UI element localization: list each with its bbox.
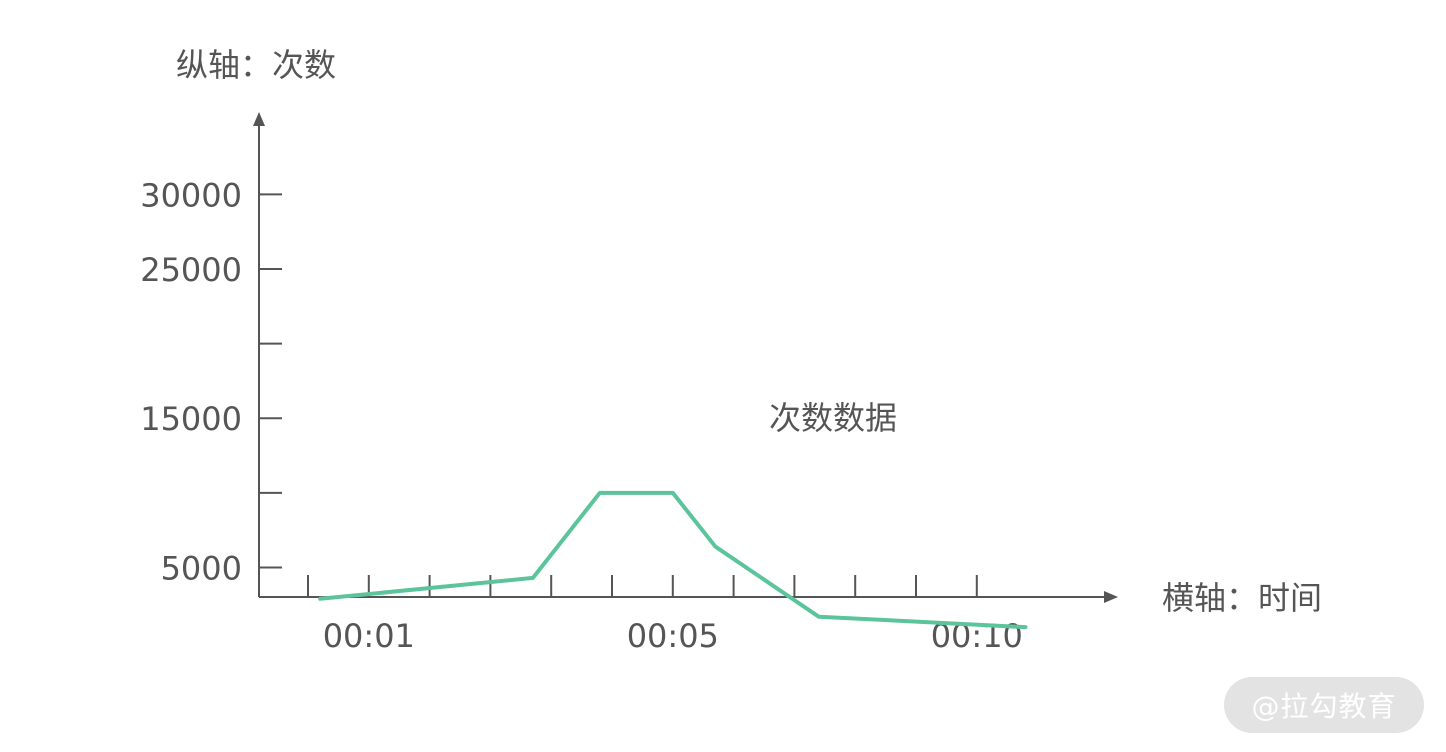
y-tick-label: 30000 bbox=[140, 176, 242, 214]
x-tick-label: 00:05 bbox=[627, 617, 719, 655]
y-tick-label: 5000 bbox=[161, 549, 242, 587]
x-axis-arrow bbox=[1104, 591, 1118, 603]
watermark-badge: @拉勾教育 bbox=[1224, 677, 1424, 733]
series-label: 次数数据 bbox=[769, 399, 897, 437]
y-tick-label: 25000 bbox=[140, 251, 242, 289]
x-tick-label: 00:01 bbox=[323, 617, 415, 655]
x-axis-title: 横轴：时间 bbox=[1162, 579, 1322, 617]
x-ticks: 00:01 00:05 00:10 bbox=[307, 575, 1023, 655]
y-axis-title: 纵轴：次数 bbox=[176, 46, 336, 84]
y-ticks: 30000 25000 15000 5000 bbox=[140, 176, 282, 587]
y-axis-arrow bbox=[253, 112, 265, 126]
y-tick-label: 15000 bbox=[140, 400, 242, 438]
series-line bbox=[318, 490, 1028, 630]
series-layer: 次数数据 bbox=[318, 399, 1028, 630]
